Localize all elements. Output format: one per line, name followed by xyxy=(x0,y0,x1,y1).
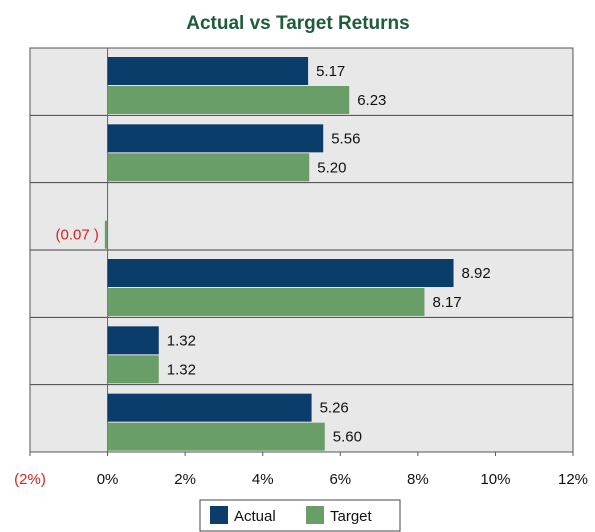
x-tick-label: 2% xyxy=(174,471,196,488)
bar xyxy=(107,422,325,451)
bar xyxy=(107,86,350,114)
x-tick-label: 4% xyxy=(252,471,274,488)
bar xyxy=(104,220,108,249)
legend-label: Target xyxy=(330,508,373,525)
bar xyxy=(107,124,324,153)
bar xyxy=(107,355,159,384)
x-tick-label: (2%) xyxy=(14,471,46,488)
bar xyxy=(107,393,312,422)
bar xyxy=(107,57,309,85)
legend-box xyxy=(199,499,401,532)
value-label: 8.92 xyxy=(462,265,491,282)
bar xyxy=(107,326,159,355)
x-tick-label: 12% xyxy=(558,471,588,488)
value-label: 5.56 xyxy=(331,130,360,147)
x-tick-label: 8% xyxy=(407,471,429,488)
value-label: (0.07 ) xyxy=(55,227,98,244)
bar xyxy=(107,288,425,316)
value-label: 1.32 xyxy=(167,332,196,349)
legend-swatch xyxy=(210,506,228,524)
bar xyxy=(107,259,454,287)
legend-swatch xyxy=(306,506,324,524)
value-label: 5.17 xyxy=(316,63,345,80)
value-label: 5.60 xyxy=(333,429,362,446)
value-label: 1.32 xyxy=(167,361,196,378)
value-label: 5.20 xyxy=(317,159,346,176)
value-label: 5.26 xyxy=(320,400,349,417)
x-tick-label: 10% xyxy=(480,471,510,488)
x-tick-label: 0% xyxy=(97,471,119,488)
value-label: 8.17 xyxy=(432,294,461,311)
legend-label: Actual xyxy=(234,508,276,525)
bar xyxy=(107,153,310,182)
value-label: 6.23 xyxy=(357,92,386,109)
chart-title: Actual vs Target Returns xyxy=(186,13,409,34)
x-tick-label: 6% xyxy=(329,471,351,488)
